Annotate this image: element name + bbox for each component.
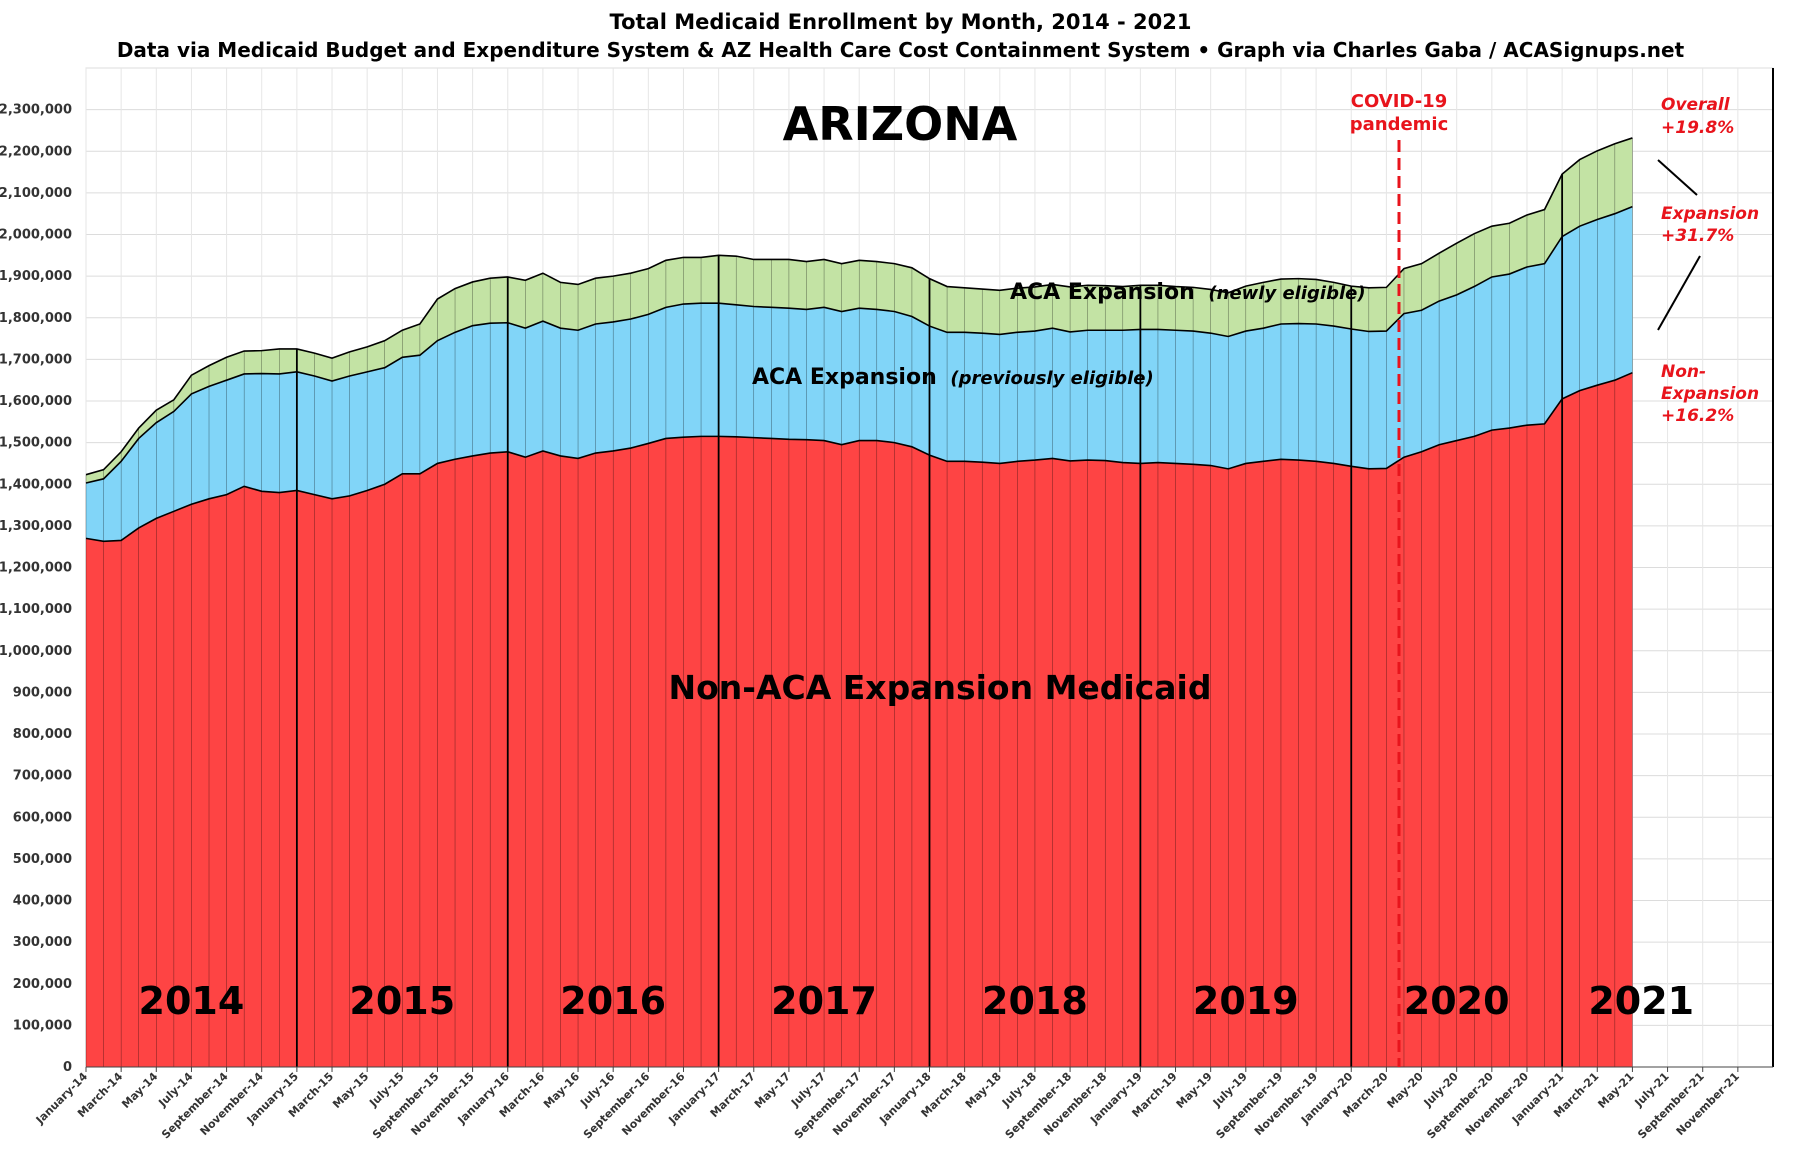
y-tick-label: 1,900,000 <box>0 269 72 284</box>
x-tick-label: November-21 <box>1674 1070 1742 1138</box>
nonexpansion-label: Non- <box>1661 362 1706 382</box>
expansion-pointer <box>1657 255 1701 331</box>
y-tick-label: 300,000 <box>13 935 72 950</box>
x-tick-label: May-21 <box>1595 1070 1636 1111</box>
covid-label-2: pandemic <box>1350 114 1449 135</box>
y-tick-label: 100,000 <box>13 1018 72 1033</box>
overall-label: Overall <box>1661 95 1731 115</box>
x-tick-label: November-20 <box>1463 1070 1531 1138</box>
y-tick-label: 1,100,000 <box>0 602 72 617</box>
y-tick-label: 800,000 <box>13 727 72 742</box>
label-aca-prev-main: ACA Expansion <box>752 365 937 390</box>
expansion-pct: +31.7% <box>1661 226 1734 246</box>
overall-pointer <box>1657 159 1698 196</box>
y-tick-label: 0 <box>63 1060 72 1075</box>
y-tick-label: 500,000 <box>13 852 72 867</box>
year-label: 2015 <box>349 979 455 1023</box>
label-aca-prev-paren: (previously eligible) <box>950 368 1153 389</box>
label-aca-newly-eligible: ACA Expansion (newly eligible) <box>1010 280 1366 305</box>
year-dividers <box>295 68 1774 1067</box>
label-non-aca: Non-ACA Expansion Medicaid <box>668 668 1211 707</box>
year-label: 2021 <box>1588 979 1694 1023</box>
overall-pct: +19.8% <box>1661 118 1734 138</box>
y-tick-label: 1,000,000 <box>0 644 72 659</box>
x-tick-label: May-17 <box>752 1070 793 1111</box>
y-tick-label: 1,400,000 <box>0 477 72 492</box>
y-tick-label: 1,600,000 <box>0 394 72 409</box>
y-tick-label: 200,000 <box>13 977 72 992</box>
x-tick-label: May-14 <box>119 1070 160 1111</box>
y-tick-label: 1,500,000 <box>0 436 72 451</box>
year-label: 2016 <box>560 979 666 1023</box>
y-tick-label: 1,200,000 <box>0 561 72 576</box>
x-tick-label: November-18 <box>1041 1070 1109 1138</box>
nonexpansion-label-2: Expansion <box>1661 384 1759 404</box>
chart-title: Total Medicaid Enrollment by Month, 2014… <box>609 10 1192 34</box>
x-tick-label: May-15 <box>330 1070 371 1111</box>
chart-subtitle: Data via Medicaid Budget and Expenditure… <box>116 38 1685 62</box>
x-axis: January-14March-14May-14July-14September… <box>33 1066 1773 1141</box>
x-tick-label: November-14 <box>198 1070 266 1138</box>
y-tick-label: 1,800,000 <box>0 311 72 326</box>
y-tick-label: 2,000,000 <box>0 228 72 243</box>
y-tick-label: 2,300,000 <box>0 103 72 118</box>
label-aca-newly-main: ACA Expansion <box>1010 280 1195 305</box>
y-tick-label: 2,100,000 <box>0 186 72 201</box>
y-tick-label: 700,000 <box>13 769 72 784</box>
state-label: ARIZONA <box>783 97 1018 151</box>
year-label: 2020 <box>1404 979 1510 1023</box>
year-label: 2017 <box>771 979 877 1023</box>
y-tick-label: 1,700,000 <box>0 352 72 367</box>
x-tick-label: November-15 <box>408 1070 476 1138</box>
x-tick-label: November-19 <box>1252 1070 1320 1138</box>
x-tick-label: May-19 <box>1174 1070 1215 1111</box>
covid-label: COVID-19 <box>1351 91 1447 112</box>
x-tick-label: November-16 <box>619 1070 687 1138</box>
label-aca-previously-eligible: ACA Expansion (previously eligible) <box>752 365 1154 390</box>
y-tick-label: 400,000 <box>13 894 72 909</box>
year-label: 2018 <box>982 979 1088 1023</box>
y-axis: 0 100,000 200,000 300,000 400,000 500,000 600,… <box>0 103 72 1075</box>
x-tick-label: May-20 <box>1385 1070 1426 1111</box>
label-aca-newly-paren: (newly eligible) <box>1208 283 1365 304</box>
y-tick-label: 600,000 <box>13 810 72 825</box>
y-tick-label: 1,300,000 <box>0 519 72 534</box>
expansion-label: Expansion <box>1661 204 1759 224</box>
x-tick-label: May-18 <box>963 1070 1004 1111</box>
y-tick-label: 2,200,000 <box>0 144 72 159</box>
x-tick-label: November-17 <box>830 1070 898 1138</box>
y-tick-label: 900,000 <box>13 685 72 700</box>
year-labels: 2014 2015 2016 2017 2018 2019 2020 2021 <box>139 979 1695 1023</box>
nonexpansion-pct: +16.2% <box>1661 406 1734 426</box>
year-label: 2014 <box>139 979 245 1023</box>
series-boundary-line <box>85 137 1633 476</box>
x-tick-label: May-16 <box>541 1070 582 1111</box>
year-label: 2019 <box>1193 979 1299 1023</box>
